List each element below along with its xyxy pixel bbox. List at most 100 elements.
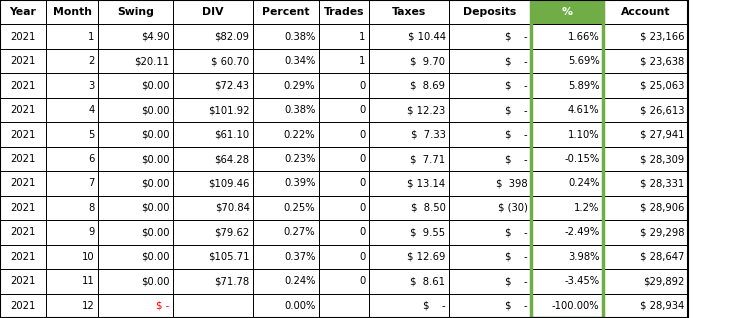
Text: $ 23,166: $ 23,166 [640,32,685,42]
Bar [531,24,603,49]
Text: 0.39%: 0.39% [284,178,316,189]
Bar [98,294,173,318]
Bar [531,220,603,245]
Bar [46,122,98,147]
Text: $    -: $ - [505,227,528,237]
Bar [0,147,46,171]
Bar [98,220,173,245]
Bar [0,269,46,294]
Bar [0,196,46,220]
Bar [449,171,531,196]
Text: %: % [562,7,573,17]
Bar [531,294,603,318]
Bar [531,269,603,294]
Bar [98,196,173,220]
Text: $ 26,613: $ 26,613 [640,105,685,115]
Bar [449,24,531,49]
Bar [253,196,319,220]
Bar [173,220,253,245]
Bar [531,73,603,98]
Bar [369,147,449,171]
Text: 1.66%: 1.66% [568,32,600,42]
Text: $109.46: $109.46 [208,178,250,189]
Text: 0: 0 [359,129,366,140]
Text: 11: 11 [81,276,95,286]
Bar [531,171,603,196]
Text: 2021: 2021 [10,56,36,66]
Text: $    -: $ - [505,129,528,140]
Text: $    -: $ - [505,81,528,91]
Bar [253,73,319,98]
Bar [603,98,688,122]
Text: 2021: 2021 [10,154,36,164]
Text: 5.89%: 5.89% [568,81,600,91]
Text: $72.43: $72.43 [214,81,250,91]
Text: $29,892: $29,892 [643,276,685,286]
Text: Account: Account [621,7,670,17]
Bar [449,220,531,245]
Bar [173,245,253,269]
Bar [319,245,369,269]
Text: 0: 0 [359,227,366,237]
Text: $ 28,309: $ 28,309 [640,154,685,164]
Bar [173,196,253,220]
Bar [173,0,253,24]
Text: $    -: $ - [505,32,528,42]
Text: $ 23,638: $ 23,638 [640,56,685,66]
Bar [319,122,369,147]
Text: 1.10%: 1.10% [568,129,600,140]
Text: 1: 1 [88,32,95,42]
Bar [46,220,98,245]
Text: $ 60.70: $ 60.70 [211,56,250,66]
Text: $  8.61: $ 8.61 [410,276,446,286]
Bar [369,220,449,245]
Bar [603,147,688,171]
Bar [253,147,319,171]
Text: $ 12.69: $ 12.69 [407,252,446,262]
Bar [369,0,449,24]
Bar [531,49,603,73]
Bar [173,24,253,49]
Text: $71.78: $71.78 [214,276,250,286]
Text: $4.90: $4.90 [141,32,170,42]
Bar [369,24,449,49]
Bar [98,122,173,147]
Text: $    -: $ - [505,301,528,311]
Bar [98,171,173,196]
Text: 4.61%: 4.61% [568,105,600,115]
Text: $0.00: $0.00 [141,178,170,189]
Bar [46,73,98,98]
Bar [319,98,369,122]
Text: $ 13.14: $ 13.14 [407,178,446,189]
Text: -3.45%: -3.45% [564,276,600,286]
Text: 0.37%: 0.37% [284,252,316,262]
Bar [603,0,688,24]
Bar [173,98,253,122]
Bar [253,98,319,122]
Text: $    -: $ - [505,105,528,115]
Bar [603,294,688,318]
Text: $ 10.44: $ 10.44 [407,32,446,42]
Bar [173,294,253,318]
Bar [46,147,98,171]
Bar [0,24,46,49]
Text: 0: 0 [359,252,366,262]
Bar [319,269,369,294]
Text: $0.00: $0.00 [141,81,170,91]
Text: $    -: $ - [423,301,446,311]
Bar [449,196,531,220]
Bar [319,196,369,220]
Text: $  9.55: $ 9.55 [410,227,446,237]
Bar [0,220,46,245]
Text: $0.00: $0.00 [141,227,170,237]
Text: 0.27%: 0.27% [284,227,316,237]
Text: 0.25%: 0.25% [284,203,316,213]
Bar [449,122,531,147]
Bar [46,98,98,122]
Bar [46,171,98,196]
Text: 0.22%: 0.22% [284,129,316,140]
Bar [98,269,173,294]
Bar [253,122,319,147]
Text: -0.15%: -0.15% [564,154,600,164]
Bar [173,49,253,73]
